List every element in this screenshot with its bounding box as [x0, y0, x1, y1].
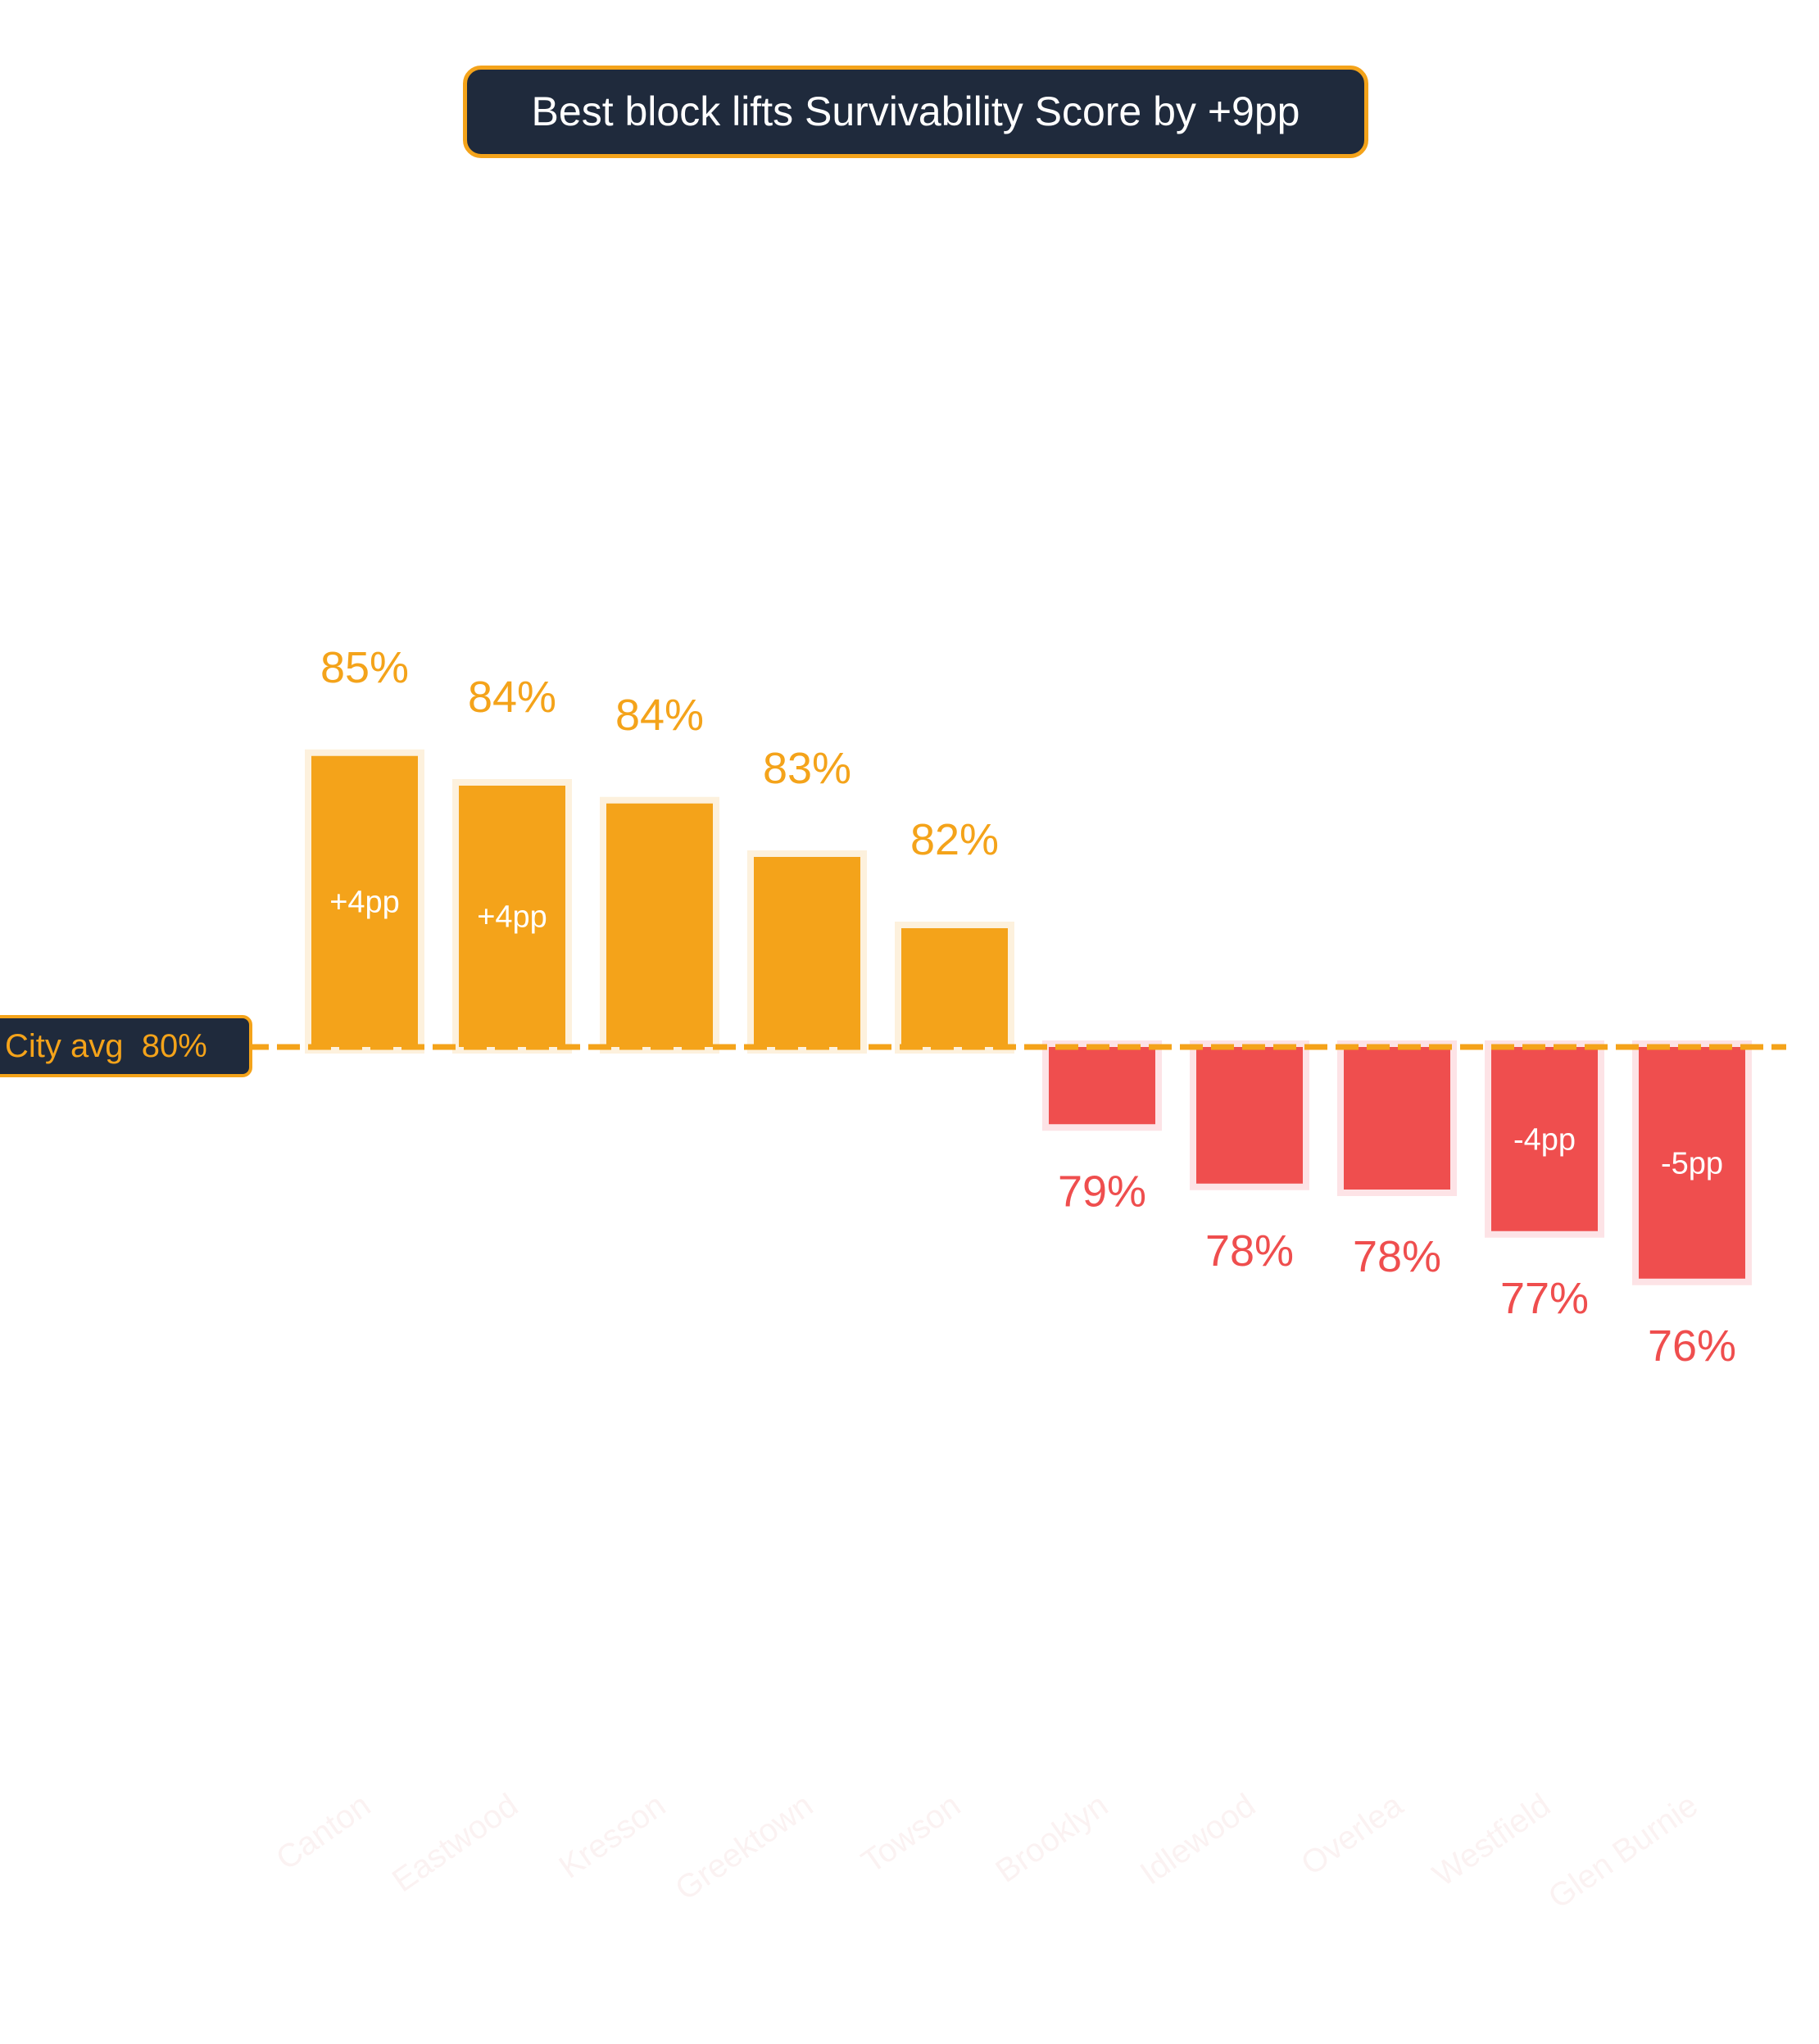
delta-label: -5pp [1661, 1146, 1723, 1181]
x-tick-label: Brooklyn [989, 1787, 1114, 1889]
bar [1196, 1047, 1303, 1184]
value-label: 82% [910, 815, 999, 864]
bar [901, 928, 1008, 1047]
bar [1344, 1047, 1450, 1190]
bar [311, 755, 418, 1047]
x-tick-label: Overlea [1295, 1787, 1410, 1883]
value-label: 77% [1500, 1274, 1589, 1323]
x-tick-label: Westfield [1427, 1787, 1557, 1893]
value-label: 83% [763, 744, 851, 793]
bar [1491, 1047, 1598, 1231]
value-label: 85% [320, 643, 409, 692]
bar [1049, 1047, 1155, 1125]
bar [754, 857, 860, 1047]
value-label: 78% [1205, 1226, 1294, 1276]
x-tick-label: Kresson [553, 1787, 672, 1885]
bar [459, 786, 565, 1047]
delta-label: -4pp [1513, 1122, 1576, 1157]
x-tick-label: Glen Burnie [1542, 1787, 1704, 1915]
value-label: 78% [1353, 1232, 1441, 1281]
x-tick-label: Towson [855, 1787, 967, 1880]
value-label: 84% [615, 691, 704, 740]
bar [1639, 1047, 1745, 1279]
value-label: 76% [1648, 1321, 1736, 1371]
reference-value-text: 80% [141, 1028, 207, 1064]
reference-line-label: City avg 80% [0, 1015, 252, 1077]
x-tick-label: Idlewood [1134, 1787, 1262, 1892]
reference-label-text: City avg [5, 1028, 124, 1064]
value-label: 79% [1058, 1167, 1146, 1216]
value-label: 84% [468, 673, 556, 722]
bar [606, 803, 713, 1047]
x-tick-label: Greektown [669, 1787, 819, 1907]
delta-label: +4pp [329, 885, 400, 919]
x-tick-label: Eastwood [386, 1787, 524, 1899]
delta-label: +4pp [477, 900, 547, 935]
chart-title: Best block lifts Survivability Score by … [463, 66, 1368, 158]
x-tick-label: Canton [270, 1787, 377, 1877]
